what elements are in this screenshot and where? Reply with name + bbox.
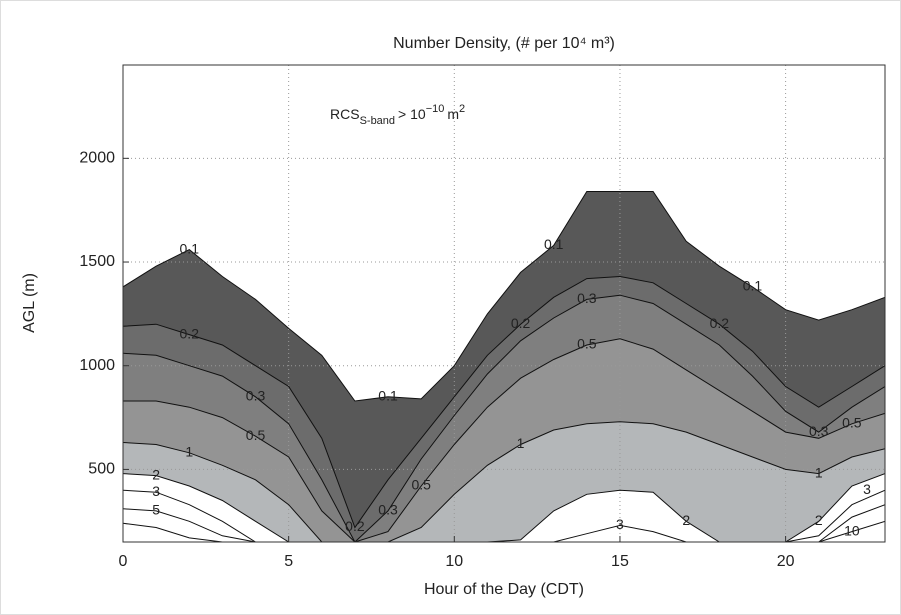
contour-band bbox=[123, 421, 885, 542]
y-tick-label: 1000 bbox=[79, 357, 115, 374]
contour-label: 2 bbox=[152, 466, 160, 482]
contour-label: 1 bbox=[517, 435, 525, 451]
annotation: RCSS-band > 10−10 m2 bbox=[330, 103, 465, 127]
contour-label: 0.1 bbox=[544, 236, 564, 252]
contour-line bbox=[123, 421, 885, 542]
contour-label: 3 bbox=[152, 483, 160, 499]
contour-label: 2 bbox=[815, 512, 823, 528]
x-tick-label: 0 bbox=[119, 553, 128, 570]
contour-label: 0.2 bbox=[345, 518, 365, 534]
contour-label: 3 bbox=[616, 516, 624, 532]
contour-label: 0.5 bbox=[246, 427, 266, 443]
annotation-text: > 10 bbox=[398, 106, 426, 122]
contour-line bbox=[123, 489, 885, 542]
y-axis-label: AGL (m) bbox=[21, 273, 38, 333]
contour-label: 5 bbox=[152, 502, 160, 518]
contour-line bbox=[123, 504, 885, 542]
contour-line bbox=[123, 191, 885, 402]
x-axis-label: Hour of the Day (CDT) bbox=[424, 581, 584, 598]
contour-label: 1 bbox=[815, 464, 823, 480]
chart-title: Number Density, (# per 10⁴ m³) bbox=[393, 35, 615, 52]
contour-label: 0.5 bbox=[411, 477, 431, 493]
contour-line bbox=[123, 294, 885, 542]
contour-label: 0.1 bbox=[180, 240, 200, 256]
contour-label: 1 bbox=[185, 444, 193, 460]
contour-line bbox=[123, 473, 885, 542]
contour-label: 2 bbox=[682, 512, 690, 528]
contour-line bbox=[123, 275, 885, 529]
x-tick-label: 15 bbox=[611, 553, 629, 570]
contour-line bbox=[123, 338, 885, 542]
annotation-unit-exp: 2 bbox=[459, 103, 465, 115]
contour-label: 3 bbox=[863, 481, 871, 497]
annotation-sub: S-band bbox=[360, 115, 395, 127]
plot-border bbox=[122, 64, 886, 543]
contour-label: 0.3 bbox=[378, 502, 398, 518]
contour-label: 0.3 bbox=[246, 388, 266, 404]
x-tick-label: 5 bbox=[284, 553, 293, 570]
y-tick-label: 1500 bbox=[79, 253, 115, 270]
annotation-exp: −10 bbox=[426, 103, 445, 115]
contour-label: 0.5 bbox=[577, 336, 597, 352]
y-tick-label: 500 bbox=[88, 461, 115, 478]
annotation-unit: m bbox=[447, 106, 459, 122]
contour-label: 10 bbox=[844, 522, 860, 538]
annotation-base: RCS bbox=[330, 106, 360, 122]
contour-label: 0.2 bbox=[710, 315, 730, 331]
contour-label: 0.2 bbox=[180, 325, 200, 341]
contour-band bbox=[123, 504, 885, 542]
x-tick-label: 20 bbox=[777, 553, 795, 570]
x-tick-label: 10 bbox=[445, 553, 463, 570]
contour-band bbox=[123, 521, 885, 542]
contour-label: 0.3 bbox=[577, 290, 597, 306]
y-tick-label: 2000 bbox=[79, 150, 115, 167]
contour-label: 0.1 bbox=[378, 388, 398, 404]
contour-label: 0.2 bbox=[511, 315, 531, 331]
contour-label: 0.3 bbox=[809, 423, 829, 439]
contour-label: 0.5 bbox=[842, 414, 862, 430]
contour-label: 0.1 bbox=[743, 278, 763, 294]
